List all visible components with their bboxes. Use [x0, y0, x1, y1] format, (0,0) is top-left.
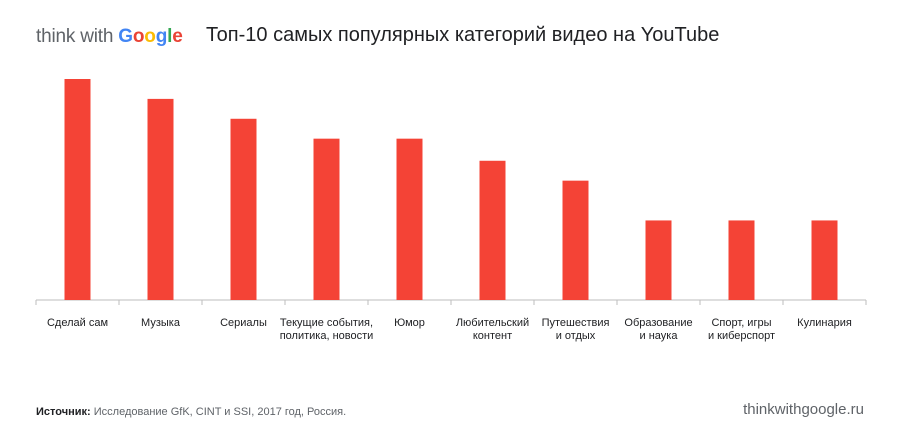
bar — [396, 138, 423, 300]
google-wordmark: Google — [118, 26, 182, 47]
category-label: Музыка — [141, 317, 181, 329]
category-label: Любительский контент — [456, 317, 529, 342]
source-label: Источник: — [36, 406, 91, 418]
bar — [728, 220, 755, 300]
site-link[interactable]: thinkwithgoogle.ru — [743, 401, 864, 418]
category-label: Кулинария — [797, 317, 852, 329]
category-label: Сериалы — [220, 317, 267, 329]
logo-letter: g — [155, 26, 168, 47]
logo-letter: G — [118, 26, 133, 47]
category-label: Путешествия и отдых — [542, 317, 610, 342]
category-label: Юмор — [394, 317, 425, 329]
category-label: Образование и наука — [624, 317, 692, 342]
bar — [562, 180, 589, 300]
bar-chart: Сделай сам Музыка Сериалы Текущие события, п… — [35, 79, 867, 342]
logo-letter: o — [144, 26, 156, 47]
bar — [230, 118, 257, 300]
logo-letter: o — [132, 26, 145, 47]
source-note: Источник: Исследование GfK, CINT и SSI, … — [36, 406, 346, 418]
logo-letter: e — [172, 26, 183, 47]
category-label: Спорт, игры и киберспорт — [708, 317, 775, 342]
logo-letter: l — [167, 26, 173, 47]
bar — [313, 138, 340, 300]
bar — [147, 98, 174, 300]
logo-prefix: think with — [36, 26, 119, 47]
source-text: Исследование GfK, CINT и SSI, 2017 год, … — [93, 406, 347, 418]
bar — [645, 220, 672, 300]
category-label: Текущие события, политика, новости — [280, 317, 374, 342]
bar — [64, 79, 91, 300]
bar — [811, 220, 838, 300]
bar — [479, 160, 506, 300]
think-with-google-logo: think with Google — [36, 26, 183, 48]
page-title: Топ-10 самых популярных категорий видео … — [206, 24, 720, 46]
category-label: Сделай сам — [47, 317, 108, 329]
